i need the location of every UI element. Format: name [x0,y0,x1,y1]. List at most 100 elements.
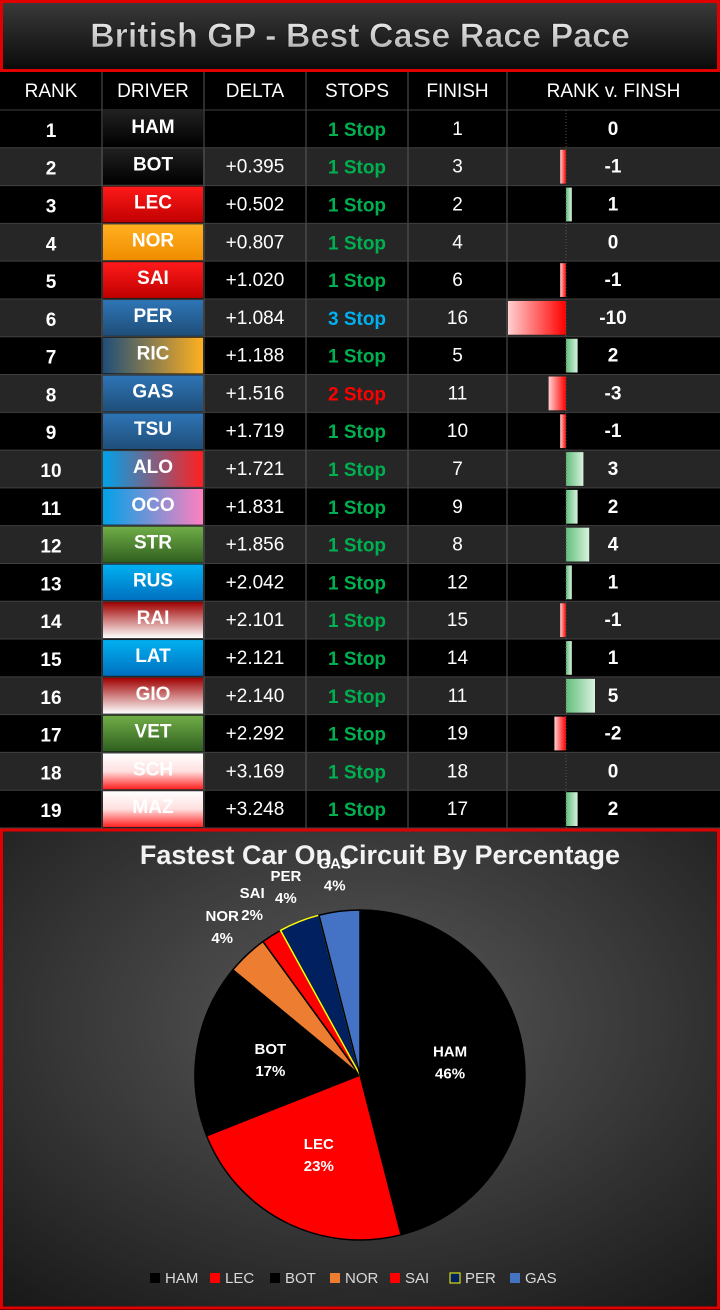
legend-label: GAS [525,1270,557,1287]
rank: 12 [40,537,61,558]
delta: +2.121 [226,648,285,669]
stops: 1 Stop [328,120,386,141]
stops: 1 Stop [328,649,386,670]
driver: VET [135,722,172,743]
driver: BOT [133,155,174,176]
finish: 11 [448,383,468,404]
rank-change-bar [560,263,566,297]
rank-change: -1 [605,421,622,442]
rank: 16 [40,688,61,709]
slice-label: 23% [304,1158,334,1175]
header-row [0,72,720,110]
rank-change-bar [566,678,595,713]
driver-cell [103,262,203,298]
stops: 1 Stop [328,422,386,443]
rank: 2 [46,159,57,180]
rank-change: 1 [608,648,619,669]
rank: 5 [46,272,57,293]
stops: 1 Stop [328,536,386,557]
stops: 1 Stop [328,195,386,216]
driver-cell [103,337,203,374]
column-header: DELTA [226,81,285,102]
pie-slice [194,968,362,1137]
driver: SAI [137,268,169,289]
slice-category: GAS [319,855,352,872]
driver: RIC [137,344,170,365]
stops: 1 Stop [328,611,386,632]
delta: +1.719 [226,421,285,442]
driver-cell [103,148,203,185]
driver-cell [103,715,203,752]
rank-change-bar [508,300,566,335]
rank-change: 1 [608,194,619,215]
rank-change: 0 [608,232,619,253]
legend-label: LEC [225,1270,254,1287]
driver-cell [103,677,203,714]
finish: 17 [447,799,468,820]
slice-label: 17% [255,1063,285,1080]
rank-change: 0 [608,119,619,140]
driver-cell [103,186,203,223]
legend-label: HAM [165,1270,198,1287]
finish: 16 [447,308,468,329]
page-title: British GP - Best Case Race Pace [90,17,630,55]
rank-change: 1 [608,572,619,593]
legend-swatch [210,1273,220,1283]
delta: +2.042 [226,572,285,593]
driver-cell [103,299,203,336]
finish: 6 [452,270,463,291]
driver-cell [103,375,203,412]
rank: 14 [40,612,62,633]
rank-change-bar [566,641,572,675]
driver: GIO [136,684,171,705]
rank-change-bar [566,338,578,373]
slice-label: 2% [241,907,263,924]
pie-slice [359,909,526,1236]
driver: LAT [135,646,171,667]
driver-cell [103,602,203,639]
stops: 1 Stop [328,687,386,708]
finish: 2 [452,194,463,215]
rank: 19 [40,801,61,822]
driver-cell [103,451,203,487]
driver: STR [134,533,172,554]
rank-change-bar [566,489,578,524]
driver: OCO [131,495,174,516]
rank: 18 [40,763,61,784]
rank-change-bar [560,603,566,638]
rank-change: -1 [605,270,622,291]
delta: +1.084 [226,308,285,329]
legend-swatch [390,1273,400,1283]
legend-swatch [510,1273,520,1283]
driver: GAS [132,381,173,402]
rank-change-bar [566,792,578,826]
slice-label: 46% [435,1066,465,1083]
rank-change-bar [560,414,566,449]
column-header: RANK [25,81,78,102]
finish: 11 [448,686,468,707]
driver: NOR [132,230,175,251]
stops: 1 Stop [328,498,386,519]
driver-cell [103,111,203,147]
rank: 9 [46,423,57,444]
finish: 19 [447,724,468,745]
stops: 3 Stop [328,309,386,330]
slice-category: LEC [304,1136,334,1153]
stops: 1 Stop [328,725,386,746]
finish: 4 [452,232,463,253]
slice-label: 4% [211,930,233,947]
delta: +0.807 [226,232,285,253]
rank: 1 [46,121,57,142]
driver: TSU [134,419,172,440]
driver: SCH [133,759,173,780]
driver: LEC [134,192,172,213]
slice-category: PER [270,868,301,885]
rank-change: 2 [608,346,619,367]
driver: PER [133,306,172,327]
delta: +1.831 [226,497,285,518]
pie-slice [318,909,361,1076]
rank-change-bar [554,716,566,751]
rank: 10 [40,461,61,482]
rank-change: 5 [608,686,619,707]
